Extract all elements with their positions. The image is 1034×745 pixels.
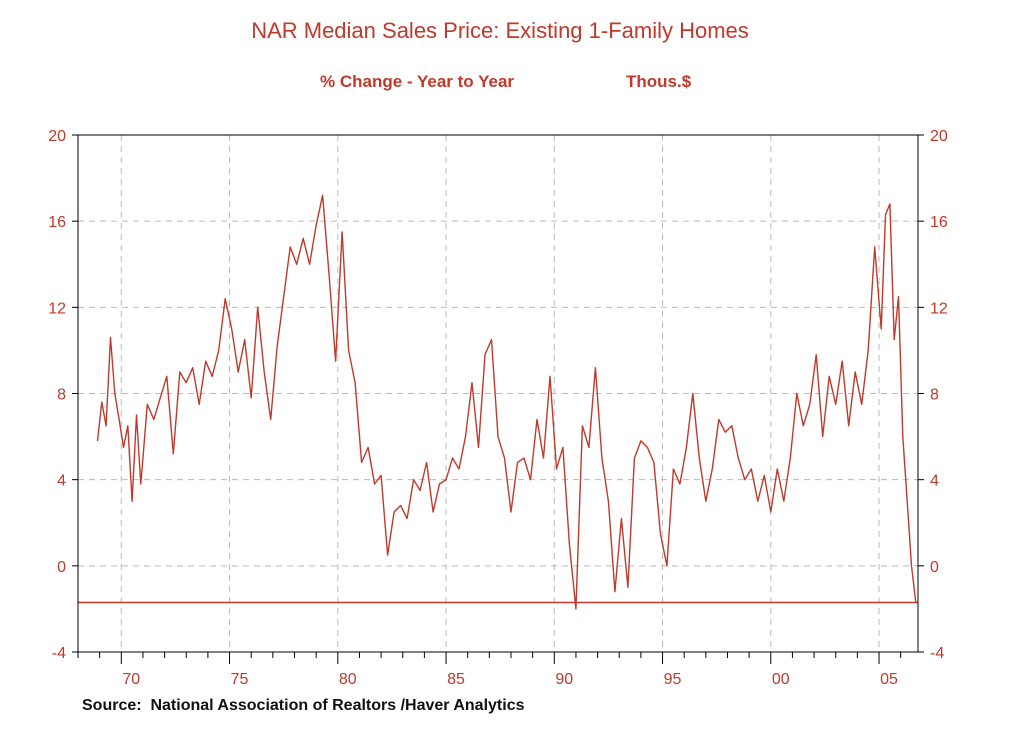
- y-tick-label-left: -4: [52, 645, 66, 662]
- y-tick-label-left: 16: [48, 214, 66, 231]
- x-tick-label: 85: [447, 671, 465, 688]
- y-axis-left-labels: 20 16 12 8 4 0 -4: [48, 128, 66, 662]
- y-tick-label-left: 12: [48, 300, 66, 317]
- x-tick-label: 00: [772, 671, 790, 688]
- y-tick-label-right: 8: [930, 387, 939, 404]
- chart-subtitle: % Change - Year to Year: [320, 72, 515, 91]
- grid-lines: [78, 135, 918, 652]
- x-tick-label: 75: [231, 671, 249, 688]
- axis-ticks: [72, 134, 924, 664]
- y-tick-label-right: 16: [930, 214, 948, 231]
- y-tick-label-right: -4: [930, 645, 944, 662]
- y-axis-right-labels: 20 16 12 8 4 0 -4: [930, 128, 948, 662]
- plot-frame: [77, 134, 919, 653]
- y-tick-label-left: 20: [48, 128, 66, 145]
- x-tick-label: 05: [880, 671, 898, 688]
- source-note: Source: National Association of Realtors…: [82, 697, 525, 714]
- x-tick-label: 70: [122, 671, 140, 688]
- x-tick-label: 95: [664, 671, 682, 688]
- units-label: Thous.$: [626, 72, 692, 91]
- y-tick-label-right: 20: [930, 128, 948, 145]
- x-tick-label: 90: [555, 671, 573, 688]
- y-tick-label-right: 12: [930, 300, 948, 317]
- y-tick-label-right: 4: [930, 473, 939, 490]
- chart-title: NAR Median Sales Price: Existing 1-Famil…: [251, 18, 749, 43]
- y-tick-label-left: 8: [57, 387, 66, 404]
- y-tick-label-left: 0: [57, 559, 66, 576]
- x-axis-labels: 70 75 80 85 90 95 00 05: [122, 671, 898, 688]
- x-tick-label: 80: [339, 671, 357, 688]
- y-tick-label-left: 4: [57, 473, 66, 490]
- series-line: [96, 194, 917, 610]
- y-tick-label-right: 0: [930, 559, 939, 576]
